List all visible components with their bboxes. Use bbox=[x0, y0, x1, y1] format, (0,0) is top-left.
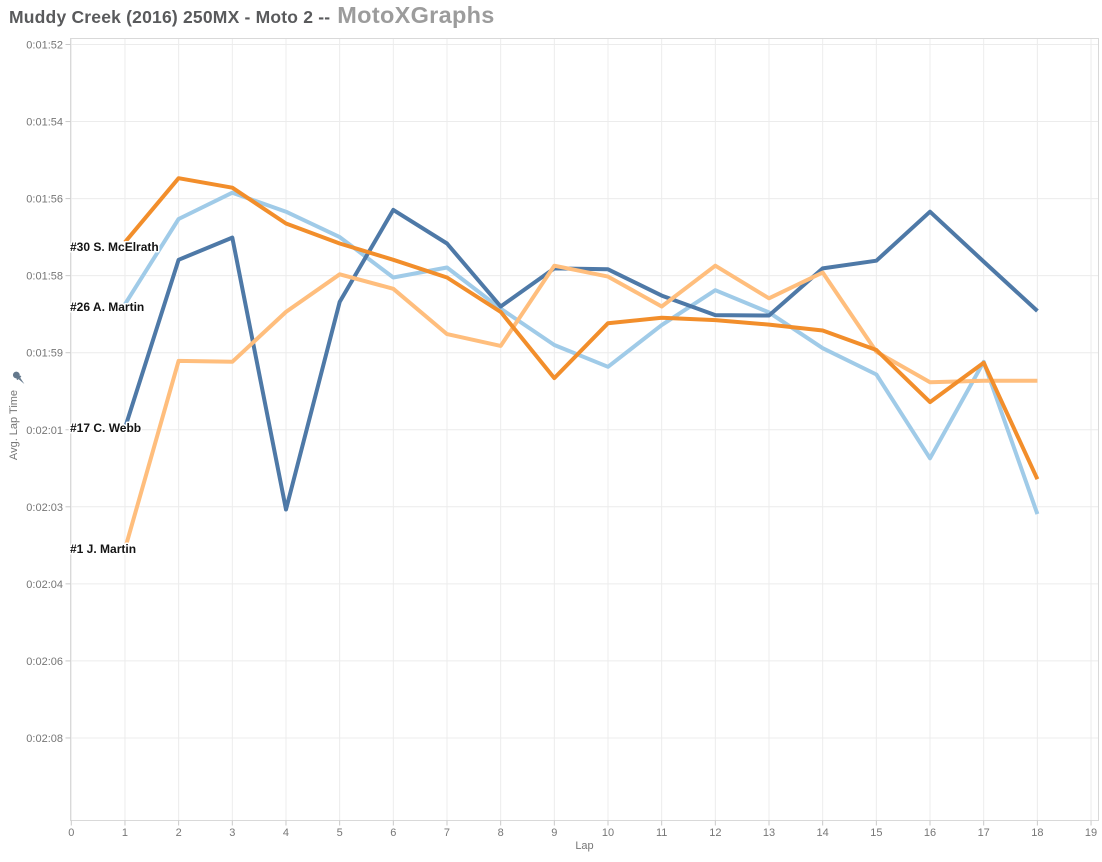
series-line-26-a-martin[interactable] bbox=[123, 190, 1040, 515]
x-tick-label: 9 bbox=[551, 827, 557, 839]
y-axis-title: Avg. Lap Time bbox=[8, 390, 20, 460]
x-tick-label: 6 bbox=[390, 827, 396, 839]
series-line-30-s-mcelrath[interactable] bbox=[123, 176, 1040, 481]
x-tick-label: 0 bbox=[68, 827, 74, 839]
rider-label-30-s-mcelrath: #30 S. McElrath bbox=[70, 240, 159, 254]
x-tick-label: 18 bbox=[1031, 827, 1043, 839]
x-tick-label: 12 bbox=[709, 827, 721, 839]
y-tick-label: 0:02:08 bbox=[26, 733, 63, 745]
x-tick-label: 15 bbox=[870, 827, 882, 839]
x-tick-label: 13 bbox=[763, 827, 775, 839]
x-axis-title: Lap bbox=[575, 840, 593, 852]
event-title: Muddy Creek (2016) 250MX - Moto 2 -- bbox=[9, 7, 331, 27]
x-tick-label: 14 bbox=[817, 827, 829, 839]
x-tick-label: 10 bbox=[602, 827, 614, 839]
rider-label-1-j-martin: #1 J. Martin bbox=[70, 542, 136, 556]
rider-label-17-c-webb: #17 C. Webb bbox=[70, 421, 141, 435]
y-tick-label: 0:01:59 bbox=[26, 348, 63, 360]
x-tick-label: 19 bbox=[1085, 827, 1097, 839]
y-tick-label: 0:01:58 bbox=[26, 271, 63, 283]
rider-label-26-a-martin: #26 A. Martin bbox=[70, 300, 144, 314]
x-tick-label: 4 bbox=[283, 827, 289, 839]
pinned-axis-icon[interactable] bbox=[12, 370, 27, 386]
y-tick-label: 0:01:54 bbox=[26, 117, 63, 129]
x-tick-label: 11 bbox=[656, 827, 667, 839]
y-tick-label: 0:02:06 bbox=[26, 656, 63, 668]
x-tick-label: 7 bbox=[444, 827, 450, 839]
y-tick-label: 0:01:56 bbox=[26, 194, 63, 206]
y-tick-label: 0:02:04 bbox=[26, 579, 63, 591]
x-tick-label: 8 bbox=[498, 827, 504, 839]
y-tick-label: 0:01:52 bbox=[26, 40, 63, 52]
y-tick-label: 0:02:03 bbox=[26, 502, 63, 514]
x-tick-label: 2 bbox=[176, 827, 182, 839]
page-title: Muddy Creek (2016) 250MX - Moto 2 -- Mot… bbox=[9, 2, 495, 29]
brand-title: MotoXGraphs bbox=[337, 2, 495, 28]
x-tick-label: 5 bbox=[337, 827, 343, 839]
x-tick-label: 1 bbox=[122, 827, 128, 839]
y-tick-label: 0:02:01 bbox=[26, 425, 63, 437]
x-tick-label: 3 bbox=[229, 827, 235, 839]
x-tick-label: 17 bbox=[978, 827, 990, 839]
series-line-17-c-webb[interactable] bbox=[123, 207, 1039, 512]
x-tick-label: 16 bbox=[924, 827, 936, 839]
